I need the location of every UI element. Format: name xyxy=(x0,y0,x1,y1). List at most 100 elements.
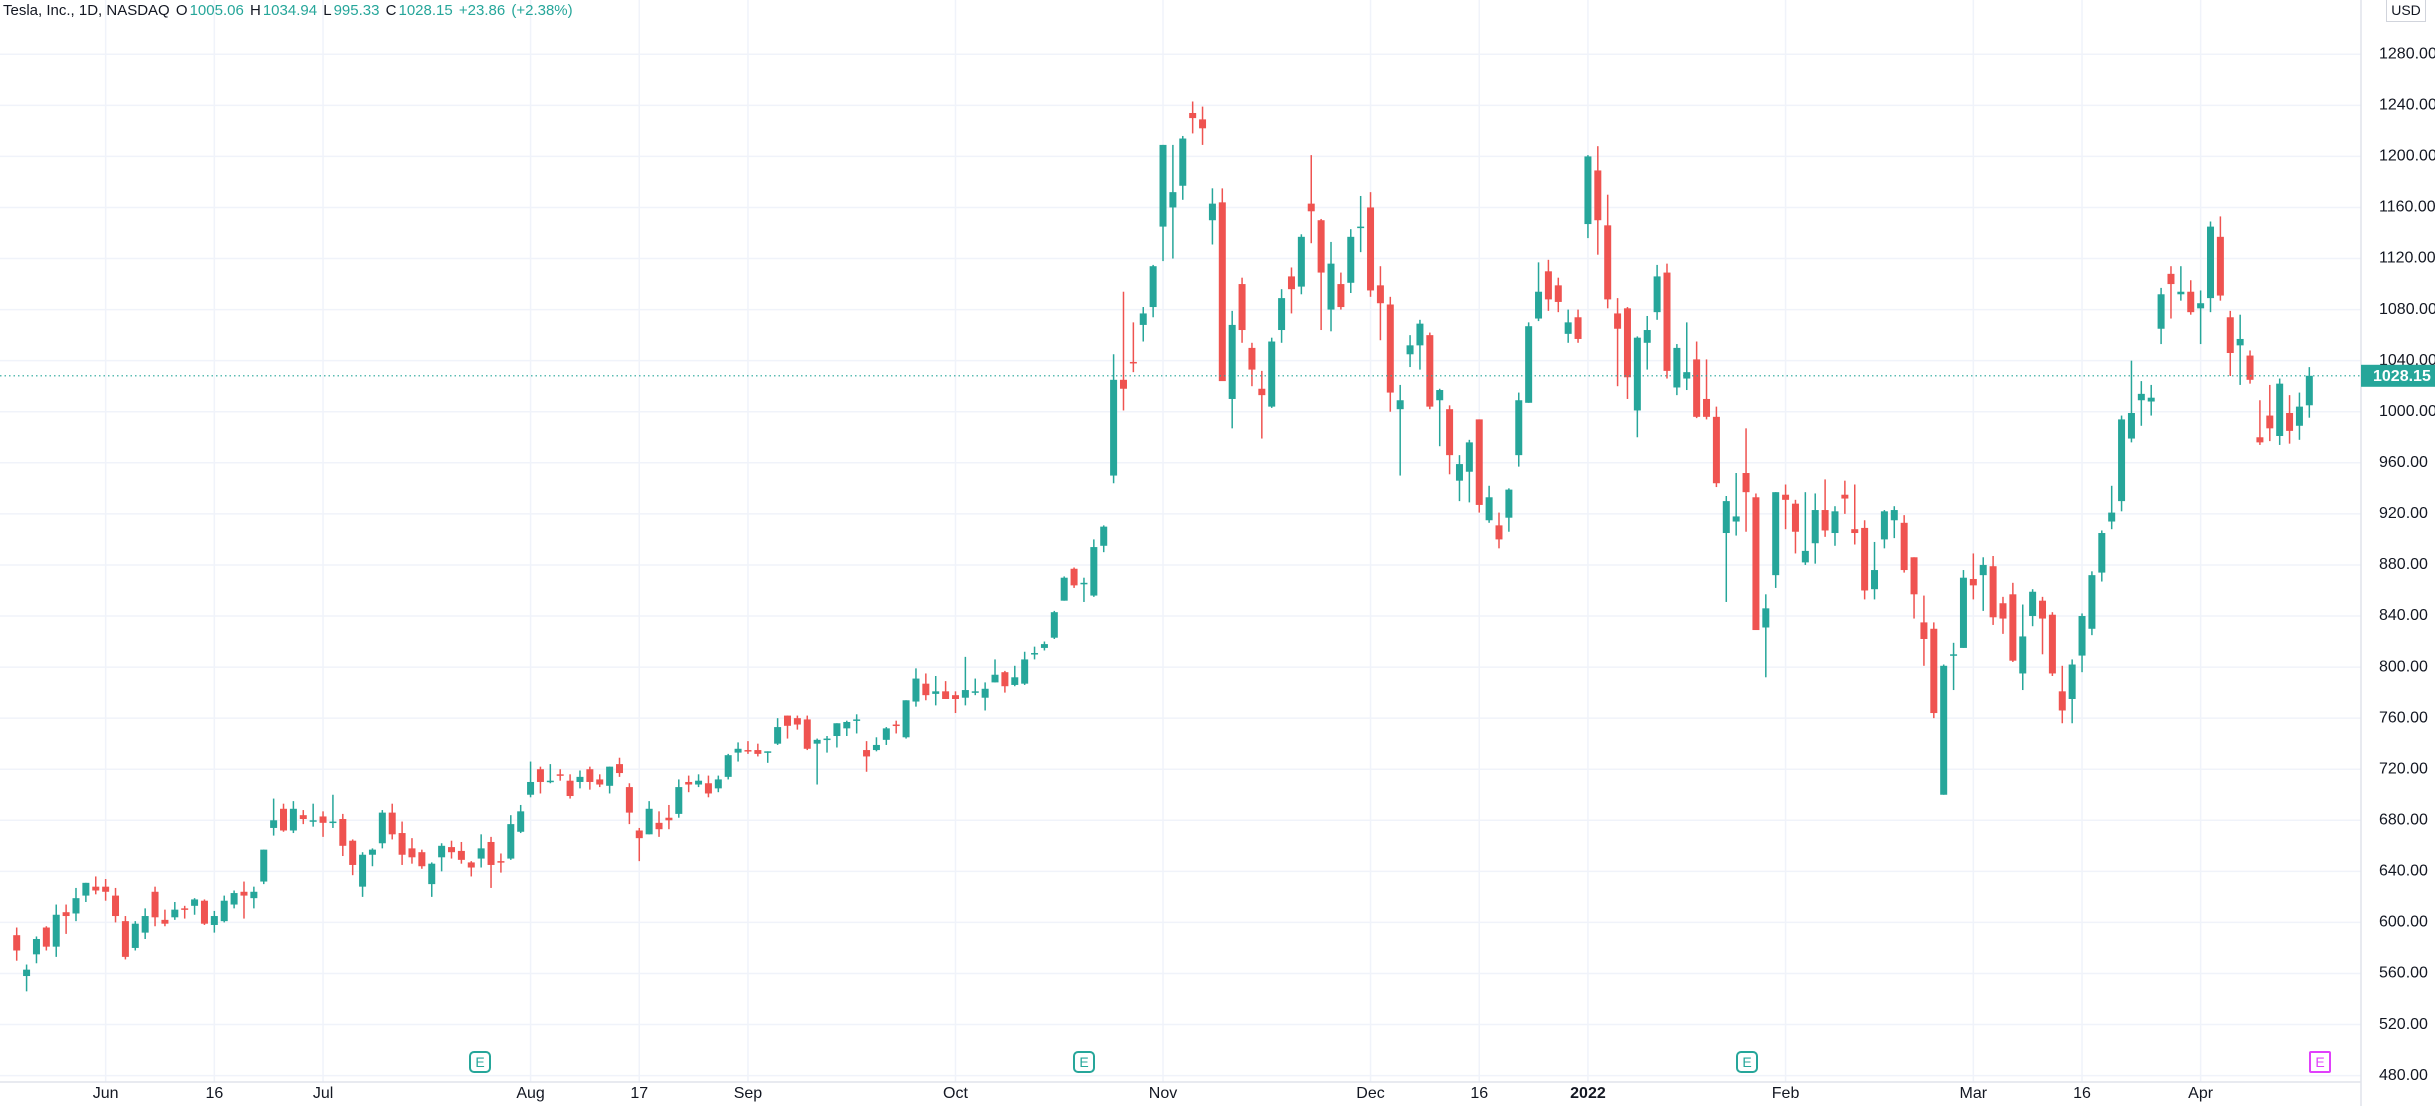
x-tick-label: Dec xyxy=(1356,1085,1384,1102)
candle-body xyxy=(2147,397,2155,402)
candle-body xyxy=(1307,203,1315,212)
candle-body xyxy=(616,764,624,774)
candle-body xyxy=(191,899,199,906)
candle-body xyxy=(2137,393,2145,401)
candle-body xyxy=(1851,529,1859,534)
close-value: 1028.15 xyxy=(398,2,453,19)
candle-body xyxy=(2108,512,2116,522)
candle-body xyxy=(23,969,31,977)
candle-body xyxy=(1722,501,1730,534)
candle-body xyxy=(1505,489,1513,518)
candle-body xyxy=(240,891,248,896)
candle-body xyxy=(2068,664,2076,699)
candle-body xyxy=(1791,503,1799,532)
candle-body xyxy=(388,812,396,835)
x-tick-label: Oct xyxy=(943,1085,968,1102)
candle-body xyxy=(1703,398,1711,417)
candle-body xyxy=(32,939,40,955)
candle-body xyxy=(1386,304,1394,393)
x-tick-label: 2022 xyxy=(1570,1085,1606,1102)
candle-body xyxy=(1119,379,1127,389)
candle-body xyxy=(704,783,712,794)
change: +23.86 xyxy=(458,2,506,19)
candle-body xyxy=(1396,400,1404,410)
candle-body xyxy=(783,715,791,726)
candle-body xyxy=(467,862,475,868)
candle-body xyxy=(1149,266,1157,308)
candle-body xyxy=(2019,636,2027,674)
candle-body xyxy=(1228,324,1236,399)
candle-body xyxy=(517,811,525,832)
candle-body xyxy=(1712,416,1720,484)
candle-body xyxy=(230,893,238,905)
candle-body xyxy=(2276,383,2284,436)
candle-body xyxy=(339,819,347,846)
candle-body xyxy=(1821,510,1829,531)
candle-body xyxy=(2058,691,2066,711)
candle-body xyxy=(635,830,643,839)
candle-body xyxy=(250,891,258,899)
candle-body xyxy=(457,850,465,860)
candle-body xyxy=(1525,326,1533,403)
candle-body xyxy=(1643,330,1651,343)
candle-body xyxy=(2246,355,2254,380)
candle-body xyxy=(1535,291,1543,319)
candle-body xyxy=(655,822,663,830)
candle-body xyxy=(922,683,930,696)
open-value: 1005.06 xyxy=(189,2,244,19)
y-tick-label: 1120.00 xyxy=(2379,250,2435,267)
candle-body xyxy=(764,751,772,753)
candle-body xyxy=(1139,313,1147,325)
candle-body xyxy=(2098,533,2106,573)
candle-body xyxy=(309,820,317,822)
x-tick-label: 16 xyxy=(2073,1085,2091,1102)
candle-body xyxy=(734,748,742,753)
earnings-marker[interactable]: E xyxy=(2309,1051,2331,1073)
candle-body xyxy=(744,750,752,752)
candle-body xyxy=(1544,271,1552,300)
candle-body xyxy=(1367,207,1375,291)
currency-button[interactable]: USD xyxy=(2386,0,2426,22)
candle-body xyxy=(1732,516,1740,522)
candle-body xyxy=(1752,497,1760,631)
candle-body xyxy=(428,863,436,885)
candle-body xyxy=(951,695,959,699)
candle-body xyxy=(1129,361,1137,364)
candle-body xyxy=(546,780,554,783)
candle-body xyxy=(1584,156,1592,225)
candle-body xyxy=(210,916,218,925)
candle-body xyxy=(1940,665,1948,795)
earnings-marker[interactable]: E xyxy=(469,1051,491,1073)
candle-body xyxy=(1614,313,1622,329)
candle-body xyxy=(1357,226,1365,229)
candle-body xyxy=(1604,225,1612,300)
candle-body xyxy=(72,898,80,914)
candle-body xyxy=(1179,138,1187,186)
candle-body xyxy=(2177,291,2185,295)
candle-body xyxy=(1930,628,1938,714)
candle-body xyxy=(2187,291,2195,313)
candle-body xyxy=(2226,317,2234,354)
candle-body xyxy=(1841,494,1849,499)
candle-body xyxy=(2266,415,2274,429)
candle-body xyxy=(1455,464,1463,481)
candle-body xyxy=(1594,170,1602,221)
candle-body xyxy=(724,755,732,777)
earnings-marker[interactable]: E xyxy=(1073,1051,1095,1073)
candle-body xyxy=(1100,526,1108,546)
candle-body xyxy=(961,690,969,698)
candle-body xyxy=(1989,566,1997,618)
earnings-marker[interactable]: E xyxy=(1736,1051,1758,1073)
candle-body xyxy=(2157,294,2165,329)
candle-body xyxy=(556,774,564,776)
candle-body xyxy=(289,808,297,831)
x-tick-label: 16 xyxy=(205,1085,223,1102)
candle-body xyxy=(220,900,228,922)
candle-body xyxy=(1050,612,1058,638)
candle-body xyxy=(1742,473,1750,493)
candle-body xyxy=(872,744,880,751)
candle-body xyxy=(823,738,831,741)
candle-body xyxy=(695,780,703,785)
y-tick-label: 680.00 xyxy=(2379,811,2428,828)
